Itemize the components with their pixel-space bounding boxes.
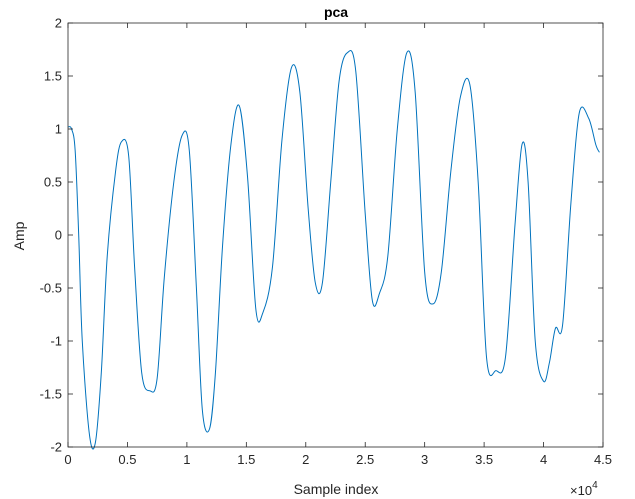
y-axis-ticks: -2 -1.5 -1 -0.5 0 0.5 1 1.5 2 (40, 16, 603, 455)
x-axis-exponent: ×104 (570, 480, 598, 498)
x-tick-label: 0.5 (118, 452, 136, 467)
y-tick-label: -2 (50, 440, 62, 455)
x-tick-label: 0 (64, 452, 71, 467)
x-tick-label: 1 (183, 452, 190, 467)
x-tick-label: 4.5 (594, 452, 612, 467)
y-tick-label: -1.5 (40, 387, 62, 402)
y-tick-label: -1 (50, 334, 62, 349)
y-tick-label: 2 (55, 16, 62, 31)
x-tick-label: 2 (302, 452, 309, 467)
x-tick-label: 1.5 (237, 452, 255, 467)
x-axis-label: Sample index (294, 481, 379, 497)
y-tick-label: 0.5 (44, 175, 62, 190)
plot-area (67, 22, 604, 450)
y-tick-label: 0 (55, 228, 62, 243)
y-tick-label: 1.5 (44, 69, 62, 84)
y-tick-label: 1 (55, 122, 62, 137)
x-axis-ticks: 0 0.5 1 1.5 2 2.5 3 3.5 4 4.5 (64, 23, 612, 467)
x-tick-label: 2.5 (356, 452, 374, 467)
series-line (67, 50, 600, 450)
x-exponent-base: ×104 (570, 480, 598, 498)
y-axis-label: Amp (11, 221, 27, 250)
x-tick-label: 3.5 (475, 452, 493, 467)
y-tick-label: -0.5 (40, 281, 62, 296)
chart-title: pca (324, 4, 348, 20)
x-tick-label: 4 (540, 452, 547, 467)
x-tick-label: 3 (421, 452, 428, 467)
